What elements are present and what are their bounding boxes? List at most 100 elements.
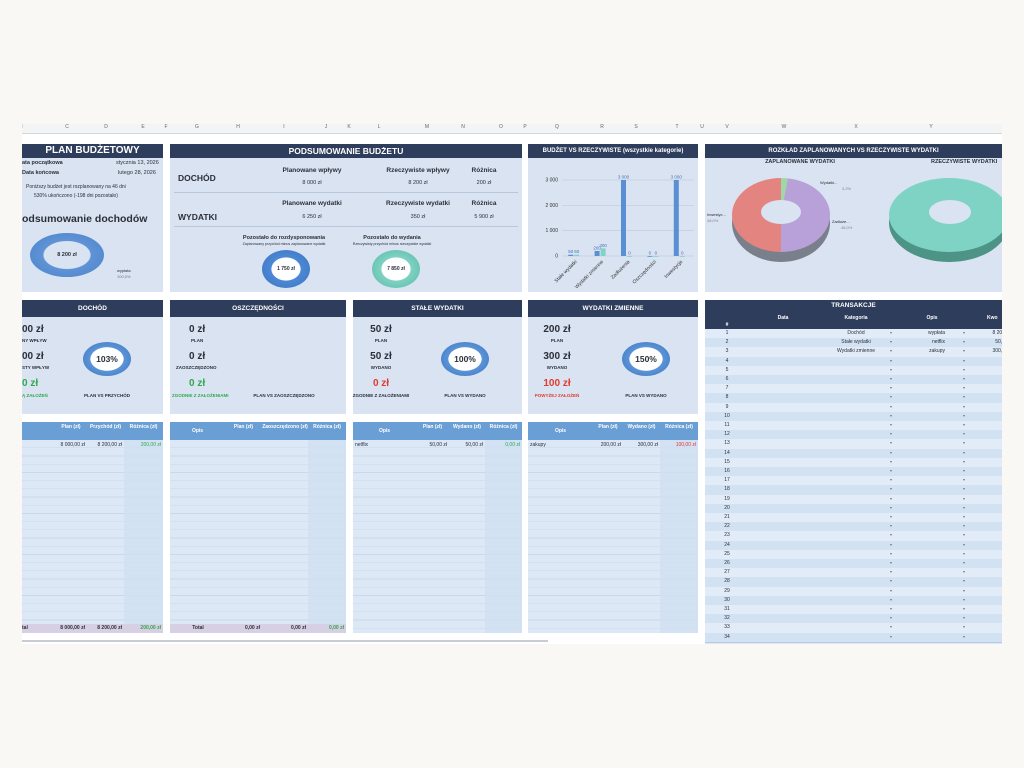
tx-row-number[interactable]: 7	[725, 385, 729, 392]
tx-row-number[interactable]: 28	[724, 578, 730, 585]
variable-th-spent[interactable]: Wydano (zł)	[623, 422, 660, 440]
column-header-t[interactable]: T	[675, 124, 679, 130]
chevron-down-icon[interactable]: ▾	[963, 403, 966, 409]
tx-row-number[interactable]: 11	[724, 422, 730, 428]
tx-row-number[interactable]: 23	[724, 532, 730, 539]
column-header-h[interactable]: H	[236, 124, 240, 130]
variable-th-diff[interactable]: Różnica (zł)	[660, 422, 698, 440]
tx-row-number[interactable]: 21	[724, 514, 730, 520]
column-header-e[interactable]: E	[141, 124, 145, 130]
tx-row-number[interactable]: 33	[724, 624, 730, 631]
chevron-down-icon[interactable]: ▾	[963, 431, 966, 437]
chevron-down-icon[interactable]: ▾	[963, 541, 966, 547]
column-header-i[interactable]: I	[22, 124, 23, 130]
column-header-f[interactable]: F	[164, 124, 168, 130]
column-header-m[interactable]: M	[424, 124, 430, 130]
tx-th-desc[interactable]: Opis	[926, 315, 938, 321]
tx-row-number[interactable]: 19	[724, 495, 730, 502]
column-header-k[interactable]: K	[347, 124, 351, 130]
variable-row-diff[interactable]: 100,00 zł	[675, 442, 696, 448]
chevron-down-icon[interactable]: ▾	[963, 578, 966, 584]
chevron-down-icon[interactable]: ▾	[963, 366, 966, 372]
bar-actual[interactable]	[600, 248, 606, 256]
column-header-s[interactable]: S	[634, 124, 638, 130]
chevron-down-icon[interactable]: ▾	[963, 339, 966, 345]
chevron-down-icon[interactable]: ▾	[963, 596, 966, 602]
chevron-down-icon[interactable]: ▾	[963, 495, 966, 501]
horizontal-scrollbar[interactable]	[22, 640, 548, 642]
column-header-bar[interactable]: ICDEFGHIJKLMNOPQRSTUVWXY	[22, 124, 1002, 134]
transactions-rows[interactable]: 1 Dochód wypłata 8 200 ▾ ▾ 2 Stałe wydatki netfl…	[705, 329, 1002, 644]
savings-th-diff[interactable]: Różnica (zł)	[308, 422, 346, 440]
chevron-down-icon[interactable]: ▾	[890, 348, 893, 354]
chevron-down-icon[interactable]: ▾	[890, 440, 893, 446]
chevron-down-icon[interactable]: ▾	[890, 458, 893, 464]
tx-row-amount[interactable]: 300,0	[992, 348, 1002, 355]
tx-row-number[interactable]: 16	[724, 468, 730, 474]
column-header-c[interactable]: C	[65, 124, 69, 130]
column-header-d[interactable]: D	[104, 124, 108, 130]
chevron-down-icon[interactable]: ▾	[890, 477, 893, 483]
fixed-th-diff[interactable]: Różnica (zł)	[485, 422, 522, 440]
chevron-down-icon[interactable]: ▾	[890, 366, 893, 372]
chevron-down-icon[interactable]: ▾	[890, 486, 893, 492]
chevron-down-icon[interactable]: ▾	[963, 440, 966, 446]
column-header-y[interactable]: Y	[929, 124, 933, 130]
chevron-down-icon[interactable]: ▾	[890, 550, 893, 556]
tx-row-number[interactable]: 5	[725, 366, 729, 373]
tx-row-number[interactable]: 8	[725, 394, 729, 401]
chevron-down-icon[interactable]: ▾	[890, 376, 893, 381]
income-row-actual[interactable]: 8 200,00 zł	[97, 442, 122, 448]
tx-row-number[interactable]: 4	[725, 357, 729, 364]
tx-row-number[interactable]: 26	[724, 560, 730, 566]
chevron-down-icon[interactable]: ▾	[890, 541, 893, 547]
column-header-i[interactable]: I	[283, 124, 285, 130]
variable-row-spent[interactable]: 300,00 zł	[637, 442, 658, 448]
tx-row-description[interactable]: zakupy	[929, 348, 945, 355]
bar-actual[interactable]	[653, 256, 659, 257]
chevron-down-icon[interactable]: ▾	[890, 596, 893, 602]
variable-row-plan[interactable]: 200,00 zł	[600, 442, 621, 448]
column-header-o[interactable]: O	[499, 124, 503, 130]
bar-plan[interactable]	[673, 180, 679, 256]
chevron-down-icon[interactable]: ▾	[890, 514, 893, 519]
variable-row-desc[interactable]: zakupy	[530, 442, 546, 448]
tx-row-number[interactable]: 25	[724, 550, 730, 557]
tx-row-number[interactable]: 27	[724, 569, 730, 576]
tx-row-number[interactable]: 13	[724, 440, 730, 447]
start-date-value[interactable]: stycznia 13, 2026	[116, 160, 159, 166]
tx-row-number[interactable]: 24	[724, 541, 730, 548]
tx-row-category[interactable]: Stałe wydatki	[841, 339, 871, 346]
chevron-down-icon[interactable]: ▾	[963, 550, 966, 556]
chevron-down-icon[interactable]: ▾	[963, 486, 966, 492]
chevron-down-icon[interactable]: ▾	[963, 504, 966, 510]
column-header-q[interactable]: Q	[555, 124, 559, 130]
chevron-down-icon[interactable]: ▾	[890, 633, 893, 639]
chevron-down-icon[interactable]: ▾	[890, 431, 893, 437]
chevron-down-icon[interactable]: ▾	[963, 615, 966, 621]
tx-row-number[interactable]: 12	[724, 431, 730, 438]
chevron-down-icon[interactable]: ▾	[890, 394, 893, 400]
chevron-down-icon[interactable]: ▾	[890, 385, 893, 391]
chevron-down-icon[interactable]: ▾	[890, 560, 893, 565]
tx-row-number[interactable]: 20	[724, 504, 730, 511]
chevron-down-icon[interactable]: ▾	[963, 606, 966, 611]
tx-row-amount[interactable]: 8 200	[992, 330, 1002, 336]
chevron-down-icon[interactable]: ▾	[963, 523, 966, 529]
fixed-th-plan[interactable]: Plan (zł)	[416, 422, 449, 440]
column-header-x[interactable]: X	[854, 124, 858, 130]
tx-row-number[interactable]: 34	[724, 633, 730, 640]
chevron-down-icon[interactable]: ▾	[963, 532, 966, 538]
tx-row-description[interactable]: netflix	[931, 339, 945, 346]
tx-row-number[interactable]: 1	[725, 330, 729, 336]
bar-plan[interactable]	[621, 180, 626, 256]
tx-row-category[interactable]: Dochód	[847, 330, 865, 336]
transactions-panel[interactable]: TRANSAKCJE # Data Kategoria Opis Kwo 1 Do…	[705, 300, 1002, 644]
tx-row-number[interactable]: 17	[724, 477, 730, 484]
fixed-row-diff[interactable]: 0,00 zł	[505, 442, 520, 448]
savings-th-saved[interactable]: Zaoszczędzono (zł)	[262, 422, 308, 440]
chevron-down-icon[interactable]: ▾	[963, 468, 966, 473]
income-th-plan[interactable]: Plan (zł)	[55, 422, 87, 440]
chevron-down-icon[interactable]: ▾	[890, 578, 893, 584]
savings-th-plan[interactable]: Plan (zł)	[225, 422, 262, 440]
